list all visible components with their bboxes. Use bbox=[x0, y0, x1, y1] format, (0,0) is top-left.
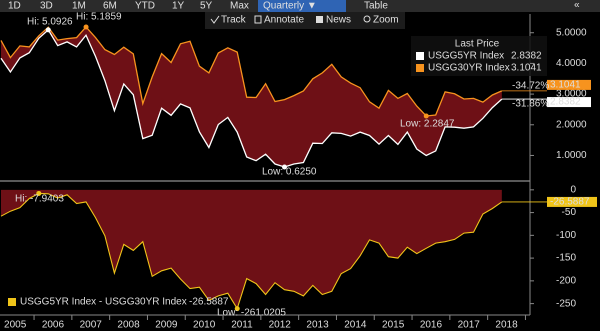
tool-button[interactable]: Annotate bbox=[264, 15, 304, 26]
last-value-label: -26.5887 bbox=[550, 197, 590, 208]
x-tick-label: 2017 bbox=[458, 320, 481, 331]
x-tick-label: 2016 bbox=[420, 320, 443, 331]
y-tick-label: -100 bbox=[556, 230, 576, 241]
tool-button[interactable]: News bbox=[326, 15, 351, 26]
annotation: Low: 0.6250 bbox=[262, 167, 317, 178]
range-button[interactable]: 6M bbox=[103, 1, 117, 12]
y-tick-label: -150 bbox=[556, 253, 576, 264]
extreme-dot bbox=[423, 113, 429, 119]
spread-fill bbox=[1, 27, 502, 167]
range-button[interactable]: 1Y bbox=[172, 1, 185, 12]
annotation: Hi: 5.1859 bbox=[76, 12, 122, 23]
tool-button[interactable]: Zoom bbox=[373, 15, 399, 26]
x-tick-label: 2006 bbox=[42, 320, 65, 331]
last-value-label: 2.8382 bbox=[550, 97, 581, 108]
change-label: -31.86% bbox=[512, 99, 549, 110]
legend-name: USGG5YR Index bbox=[428, 51, 504, 62]
annotation: Hi: -7.9403 bbox=[15, 194, 64, 205]
line bbox=[0, 192, 503, 310]
x-tick-label: 2015 bbox=[382, 320, 405, 331]
x-tick-label: 2010 bbox=[193, 320, 216, 331]
legend-swatch bbox=[8, 298, 16, 306]
extreme-dot bbox=[234, 306, 240, 312]
change-label: -34.72% bbox=[512, 81, 549, 92]
y-tick-label: -50 bbox=[562, 207, 577, 218]
extreme-dot bbox=[36, 190, 42, 196]
annotation: Low: 2.2847 bbox=[400, 119, 455, 130]
x-tick-label: 2018 bbox=[495, 320, 518, 331]
table-button[interactable]: Table bbox=[364, 1, 388, 12]
legend-swatch bbox=[416, 64, 424, 72]
y-tick-label: 2.0000 bbox=[556, 119, 587, 130]
x-tick-label: 2011 bbox=[231, 320, 253, 331]
x-tick-label: 2005 bbox=[4, 320, 27, 331]
x-tick-label: 2013 bbox=[306, 320, 329, 331]
x-tick-label: 2012 bbox=[269, 320, 292, 331]
y-tick-label: 5.0000 bbox=[556, 27, 587, 38]
last-value-label: 3.1041 bbox=[550, 80, 581, 91]
last-value-box bbox=[547, 196, 597, 207]
legend-title: Last Price bbox=[455, 39, 500, 50]
legend-value: 3.1041 bbox=[511, 63, 542, 74]
zoom-icon bbox=[363, 15, 371, 23]
y-tick-label: 0 bbox=[570, 184, 576, 195]
y-tick-label: 1.0000 bbox=[556, 150, 587, 161]
extreme-dot bbox=[282, 164, 287, 170]
y-tick-label: -250 bbox=[556, 298, 576, 309]
legend-name: USGG5YR Index - USGG30YR Index bbox=[20, 297, 187, 308]
legend-value: 2.8382 bbox=[511, 51, 542, 62]
x-tick-label: 2009 bbox=[155, 320, 178, 331]
track-icon bbox=[210, 15, 220, 24]
extreme-dot bbox=[45, 27, 51, 33]
y-tick-label: -200 bbox=[556, 276, 576, 287]
period-button[interactable]: Quarterly ▼ bbox=[263, 1, 317, 12]
extreme-dot bbox=[83, 24, 89, 30]
annotation: Low: -261.0205 bbox=[217, 308, 286, 319]
legend-box bbox=[411, 36, 547, 76]
x-tick-label: 2008 bbox=[117, 320, 140, 331]
annotation: Hi: 5.0926 bbox=[27, 17, 73, 28]
area bbox=[1, 189, 502, 309]
x-tick-label: 2014 bbox=[344, 320, 367, 331]
legend-value: -26.5887 bbox=[189, 297, 229, 308]
range-button[interactable]: Max bbox=[230, 1, 249, 12]
last-value-box bbox=[547, 79, 591, 90]
last-value-box bbox=[547, 97, 591, 108]
range-button[interactable]: YTD bbox=[135, 1, 155, 12]
annotate-icon bbox=[254, 15, 262, 24]
range-button[interactable]: 3D bbox=[40, 1, 53, 12]
range-button[interactable]: 1D bbox=[8, 1, 21, 12]
news-icon bbox=[316, 16, 323, 23]
y-tick-label: 4.0000 bbox=[556, 58, 587, 69]
legend-name: USGG30YR Index bbox=[428, 63, 510, 74]
tool-button[interactable]: Track bbox=[221, 15, 247, 26]
collapse-button[interactable]: « bbox=[574, 0, 580, 11]
period-button-bg bbox=[258, 0, 346, 12]
x-tick-label: 2007 bbox=[80, 320, 103, 331]
range-button[interactable]: 1M bbox=[72, 1, 86, 12]
legend-swatch bbox=[416, 52, 424, 60]
y-tick-label: 3.0000 bbox=[556, 89, 587, 100]
line bbox=[0, 28, 503, 168]
range-button[interactable]: 5Y bbox=[200, 1, 213, 12]
